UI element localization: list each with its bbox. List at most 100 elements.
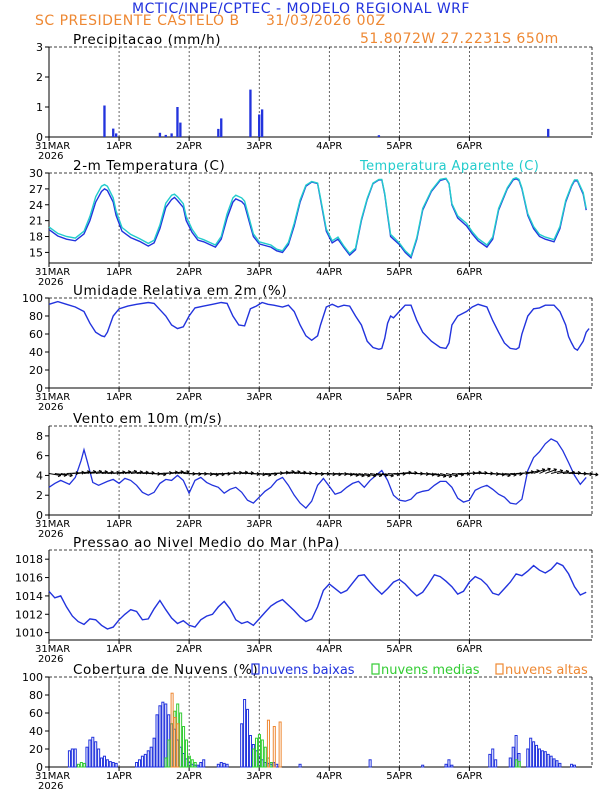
y-tick-label: 8 [36, 430, 43, 443]
y-tick-label: 80 [29, 689, 43, 702]
cloud-bar-low [152, 737, 156, 768]
cloud-bar-mid [79, 762, 83, 768]
cloud-bar-low [140, 755, 144, 768]
x-tick-label: 1APR [106, 644, 132, 655]
wind-vector [130, 471, 143, 474]
cloud-bar-low [161, 701, 165, 768]
cloud-bar-low [108, 761, 112, 768]
cloud-bar-mid [164, 757, 168, 768]
cloud-bar-low [248, 735, 252, 768]
wind-vector [206, 472, 219, 476]
x-tick-label: 3APR [246, 392, 272, 403]
y-tick-label: 2 [36, 489, 43, 502]
x-tick-label: 3APR [246, 141, 272, 152]
cloud-bar-low [94, 741, 98, 768]
cloud-bar-low [549, 755, 553, 768]
cloud-bar-low [196, 764, 200, 768]
cloud-legend-label: nuvens medias [381, 663, 480, 678]
x-tick-label: 2APR [176, 519, 202, 530]
y-tick-label: 1 [36, 101, 43, 114]
y-tick-label: 1012 [15, 608, 43, 621]
cloud-bar-mid [190, 759, 194, 768]
x-tick-label: 2APR [176, 267, 202, 278]
cloud-bar-low [137, 759, 142, 768]
wind-vector [101, 471, 114, 474]
cloud-bar-low [572, 764, 577, 768]
y-tick-label: 40 [29, 346, 43, 359]
wind-vector [399, 471, 412, 474]
y-tick-label: 20 [29, 743, 43, 756]
cloud-bar-low [447, 759, 451, 768]
x-tick-year: 2026 [38, 277, 63, 288]
cloud-bar-low [143, 753, 147, 768]
precip-bar [164, 134, 167, 137]
cloud-bar-low [558, 762, 562, 768]
cloud-bar-mid [260, 739, 264, 768]
x-tick-label: 6APR [456, 644, 482, 655]
panel-title: Pressao ao Nivel Medio do Mar (hPa) [73, 535, 340, 551]
cloud-bar-low [70, 748, 74, 768]
station-name: SC PRESIDENTE CASTELO B [35, 13, 240, 29]
wind-vector [78, 471, 91, 474]
cloud-bar-mid [184, 739, 188, 768]
x-tick-label: 31MAR [35, 392, 70, 403]
cloud-legend-swatch [371, 663, 380, 675]
cloud-bar-low [240, 723, 244, 768]
wind-vector [527, 470, 540, 474]
precip-bar [377, 135, 381, 137]
cloud-legend-swatch [251, 663, 260, 675]
cloud-bar-low [245, 708, 250, 768]
wind-vector [294, 471, 307, 474]
x-tick-label: 6APR [456, 267, 482, 278]
y-tick-label: 100 [22, 292, 43, 305]
x-tick-label: 4APR [316, 771, 342, 782]
wind-vector [551, 470, 563, 474]
cloud-bar-low [85, 746, 89, 768]
x-tick-label: 31MAR [35, 771, 70, 782]
wind-vector [154, 472, 167, 476]
cloud-legend-label: nuvens altas [505, 663, 588, 678]
wind-vector [136, 471, 149, 474]
cloud-bar-mid [82, 762, 86, 768]
wind-vector [235, 471, 248, 474]
temp-legend: Temperatura Aparente (C) [359, 159, 539, 174]
precip-bar [547, 128, 550, 137]
wind-vector [346, 472, 359, 476]
cloud-bar-high [266, 719, 270, 768]
wind-vector [586, 472, 599, 476]
wind-vector [445, 472, 458, 477]
x-tick-year: 2026 [38, 151, 63, 162]
cloud-bar-low [97, 748, 101, 768]
cloud-bar-high [272, 726, 276, 768]
y-tick-label: 0 [36, 761, 43, 774]
wind-vector [375, 472, 388, 476]
cloud-legend-swatch [495, 663, 504, 675]
wind-vector [434, 472, 447, 477]
cloud-bar-low [100, 757, 104, 768]
wind-vector [556, 470, 569, 474]
x-tick-label: 6APR [456, 771, 482, 782]
wind-vector [177, 471, 190, 474]
wind-vector [171, 471, 184, 474]
x-tick-label: 2APR [176, 644, 202, 655]
x-tick-label: 31MAR [35, 267, 70, 278]
x-tick-label: 1APR [106, 141, 132, 152]
cloud-bar-low [243, 699, 247, 768]
x-tick-label: 5APR [386, 771, 412, 782]
precip-bar [176, 107, 179, 137]
cloud-bar-low [570, 763, 574, 768]
cloud-bar-low [540, 750, 544, 768]
cloud-bar-mid [182, 726, 186, 768]
cloud-legend-label: nuvens baixas [261, 663, 355, 678]
wind-vector [545, 468, 557, 474]
cloud-bar-low [105, 759, 109, 768]
y-tick-label: 0 [36, 509, 43, 522]
x-tick-label: 5APR [386, 644, 412, 655]
cloud-bar-high [278, 721, 282, 768]
panel-title: Umidade Relativa em 2m (%) [73, 283, 287, 299]
x-tick-year: 2026 [38, 781, 63, 792]
cloud-bar-low [202, 759, 206, 768]
